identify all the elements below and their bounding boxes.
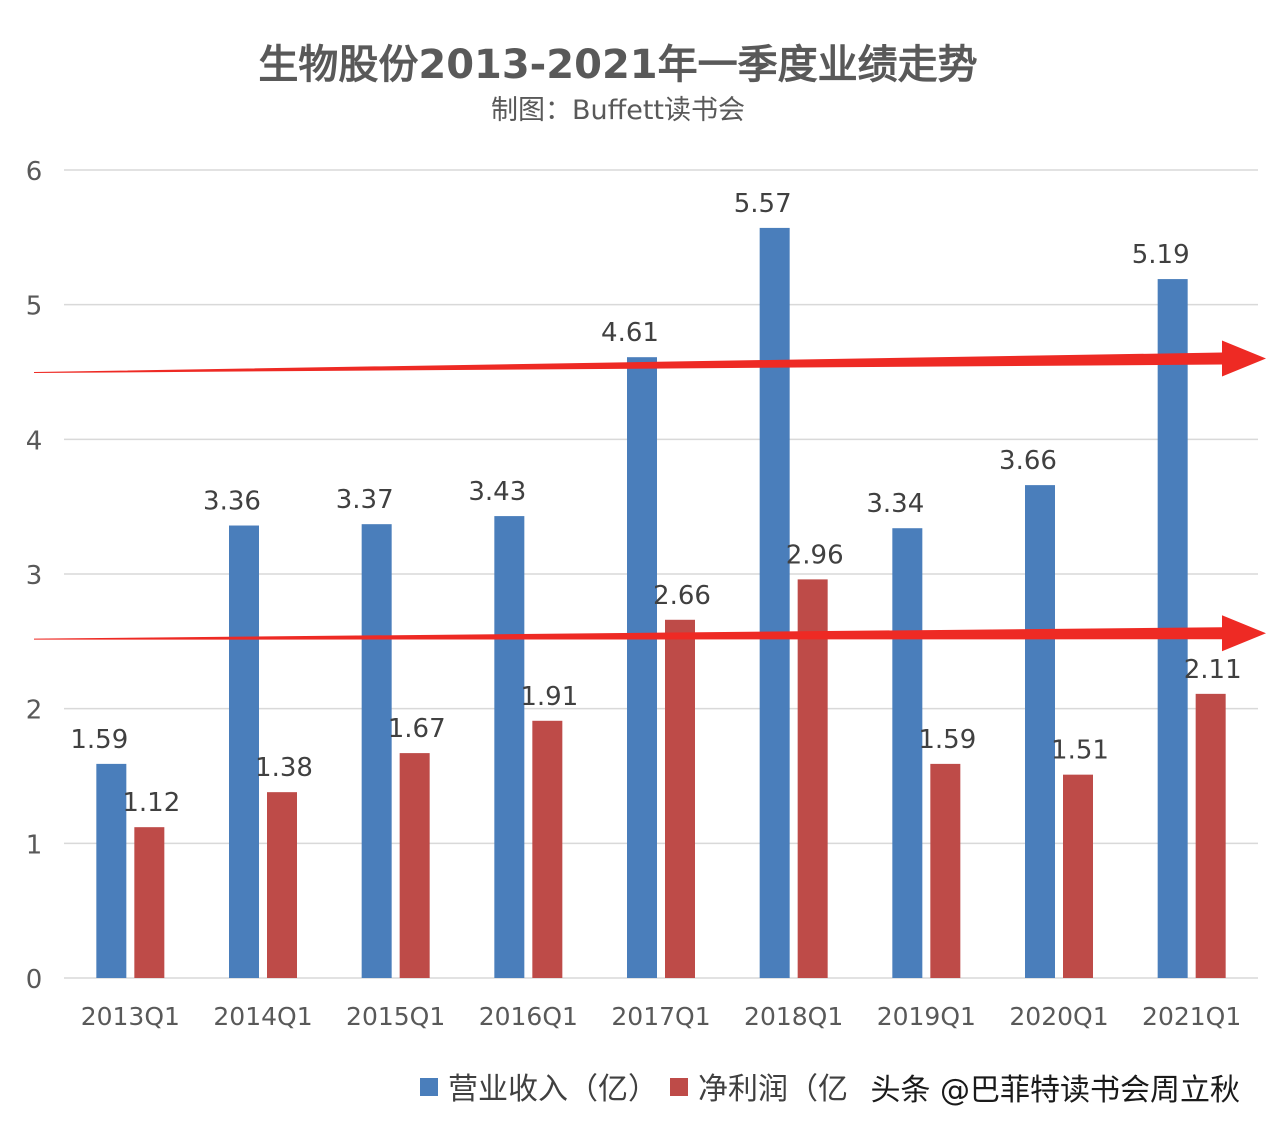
y-axis-ticks: 0 1 2 3 4 5 6 xyxy=(26,157,43,995)
y-tick-label: 6 xyxy=(26,157,43,187)
revenue-data-label: 3.34 xyxy=(866,489,924,519)
profit-bar xyxy=(797,579,828,978)
revenue-data-label: 5.57 xyxy=(734,189,792,219)
profit-data-label: 2.66 xyxy=(653,581,711,611)
trend-arrows xyxy=(34,340,1266,652)
revenue-data-label: 3.43 xyxy=(468,477,526,507)
revenue-bar xyxy=(96,763,127,978)
revenue-bar xyxy=(361,524,392,978)
profit-bar xyxy=(665,619,695,978)
x-tick-label: 2016Q1 xyxy=(479,1002,578,1031)
revenue-bar xyxy=(229,525,259,978)
profit-data-label: 1.59 xyxy=(918,725,976,755)
revenue-bar xyxy=(494,516,525,978)
profit-bar xyxy=(532,720,563,978)
revenue-data-label: 1.59 xyxy=(70,725,128,755)
revenue-bar xyxy=(1025,485,1055,978)
legend-swatch xyxy=(670,1078,688,1096)
legend-label: 净利润（亿 xyxy=(698,1072,848,1107)
profit-bar xyxy=(930,763,961,978)
x-tick-label: 2019Q1 xyxy=(877,1002,976,1031)
profit-data-label: 1.67 xyxy=(388,714,446,744)
profit-data-label: 1.38 xyxy=(255,753,313,783)
data-labels: 1.59 1.12 3.36 1.38 3.37 1.67 3.43 1.91 4.61 2.66… xyxy=(70,189,1241,818)
y-tick-label: 5 xyxy=(26,292,43,322)
x-tick-label: 2014Q1 xyxy=(213,1002,312,1031)
x-tick-label: 2015Q1 xyxy=(346,1002,445,1031)
x-tick-label: 2020Q1 xyxy=(1009,1002,1108,1031)
profit-bar xyxy=(1063,774,1093,978)
legend-label: 营业收入（亿） xyxy=(448,1072,658,1107)
legend-swatch xyxy=(420,1078,438,1096)
watermark-text: 头条 @巴菲特读书会周立秋 xyxy=(870,1073,1240,1108)
revenue-data-label: 4.61 xyxy=(601,318,659,348)
y-tick-label: 3 xyxy=(26,561,43,591)
x-tick-label: 2018Q1 xyxy=(744,1002,843,1031)
trend-arrow xyxy=(34,615,1266,652)
revenue-bar xyxy=(759,227,790,978)
revenue-data-label: 3.66 xyxy=(999,446,1057,476)
profit-data-label: 2.11 xyxy=(1184,655,1242,685)
x-tick-label: 2021Q1 xyxy=(1142,1002,1241,1031)
x-axis-ticks: 2013Q1 2014Q1 2015Q1 2016Q1 2017Q1 2018Q1 2019… xyxy=(81,1002,1242,1031)
profit-data-label: 2.96 xyxy=(786,540,844,570)
y-tick-label: 4 xyxy=(26,426,43,456)
y-tick-label: 2 xyxy=(26,696,43,726)
chart-title: 生物股份2013-2021年一季度业绩走势 xyxy=(258,42,977,88)
profit-data-label: 1.12 xyxy=(122,788,180,818)
profit-data-label: 1.91 xyxy=(520,682,578,712)
revenue-data-label: 3.36 xyxy=(203,487,261,517)
trend-arrow xyxy=(34,340,1266,377)
x-tick-label: 2017Q1 xyxy=(611,1002,710,1031)
x-tick-label: 2013Q1 xyxy=(81,1002,180,1031)
revenue-bar xyxy=(892,528,923,978)
profit-bar xyxy=(267,792,297,978)
revenue-data-label: 5.19 xyxy=(1132,240,1190,270)
gridlines xyxy=(64,169,1258,979)
profit-bar xyxy=(399,753,430,978)
bars xyxy=(96,227,1226,979)
profit-bar xyxy=(1195,693,1226,978)
profit-data-label: 1.51 xyxy=(1051,736,1109,766)
revenue-data-label: 3.37 xyxy=(336,485,394,515)
y-tick-label: 1 xyxy=(26,830,43,860)
revenue-bar xyxy=(627,357,657,979)
chart-subtitle: 制图：Buffett读书会 xyxy=(491,95,745,126)
legend: 营业收入（亿） 净利润（亿 头条 @巴菲特读书会周立秋 xyxy=(420,1072,1240,1108)
profit-bar xyxy=(134,827,165,978)
y-tick-label: 0 xyxy=(26,965,43,995)
